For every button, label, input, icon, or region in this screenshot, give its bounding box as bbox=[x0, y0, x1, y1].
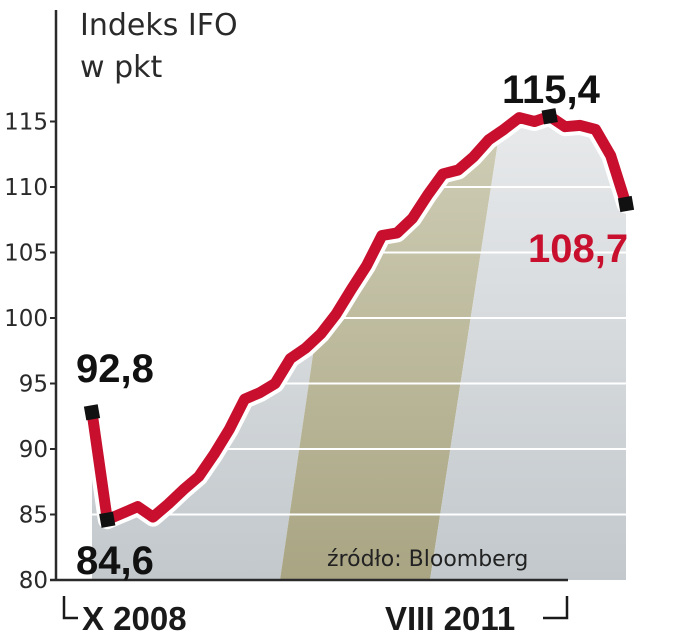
callout-max-value: 115,4 bbox=[502, 68, 601, 112]
y-ticks: 80 85 90 95 100 105 110 115 bbox=[4, 110, 56, 594]
marker-min bbox=[99, 511, 116, 528]
x-range-bracket bbox=[62, 596, 569, 620]
band-olive-1 bbox=[0, 0, 80, 580]
y-tick-label-100: 100 bbox=[4, 306, 48, 332]
y-tick-label-110: 110 bbox=[4, 175, 48, 201]
chart-subtitle: w pkt bbox=[80, 50, 162, 85]
y-tick-label-80: 80 bbox=[19, 568, 48, 594]
y-tick-label-105: 105 bbox=[4, 241, 48, 267]
y-tick-label-115: 115 bbox=[4, 110, 48, 136]
y-tick-label-85: 85 bbox=[19, 503, 48, 529]
y-tick-label-90: 90 bbox=[19, 437, 48, 463]
y-tick-label-95: 95 bbox=[19, 372, 48, 398]
marker-end bbox=[617, 195, 635, 213]
series-line-ifo bbox=[86, 110, 632, 526]
source-note: źródło: Bloomberg bbox=[327, 547, 528, 572]
x-end-label: VIII 2011 bbox=[385, 600, 515, 637]
callout-min-value: 84,6 bbox=[76, 539, 154, 583]
series-group bbox=[82, 106, 636, 530]
marker-start bbox=[83, 404, 101, 421]
chart-title: Indeks IFO bbox=[80, 8, 238, 43]
markers bbox=[83, 108, 635, 528]
callout-end-value: 108,7 bbox=[528, 227, 628, 271]
callout-start-value: 92,8 bbox=[76, 347, 154, 391]
x-start-label: X 2008 bbox=[82, 600, 187, 637]
marker-max bbox=[541, 108, 558, 125]
